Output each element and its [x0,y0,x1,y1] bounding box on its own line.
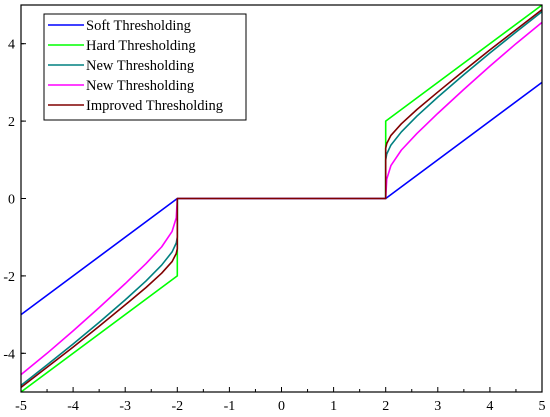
y-tick-label: -2 [3,270,15,285]
legend-label: Improved Thresholding [86,98,223,114]
x-tick-label: -2 [171,399,183,414]
x-tick-label: 5 [539,399,546,414]
x-tick-label: -4 [67,399,79,414]
x-tick-label: 1 [330,399,337,414]
series-line-4 [20,9,543,388]
legend-label: New Thresholding [86,58,194,74]
x-tick-label: 3 [434,399,441,414]
x-tick-label: -1 [224,399,236,414]
tick-layer: -5 -4 -3 -2 -1 0 1 2 3 4 5 -4 -2 0 2 4 [3,38,545,414]
legend-label: New Thresholding [86,78,194,94]
x-tick-label: 0 [278,399,285,414]
y-tick-label: 4 [8,38,15,53]
y-tick-label: 0 [8,193,15,208]
legend: Soft Thresholding Hard Thresholding New Th… [43,13,247,121]
x-tick-label: 4 [486,399,493,414]
series-layer [20,4,543,393]
legend-box [43,13,247,121]
x-tick-label: -3 [119,399,131,414]
y-tick-label: 2 [8,115,15,130]
x-tick-label: -5 [15,399,27,414]
x-tick-label: 2 [382,399,389,414]
y-tick-label: -4 [3,347,15,362]
legend-label: Hard Thresholding [86,38,196,54]
legend-label: Soft Thresholding [86,18,191,34]
